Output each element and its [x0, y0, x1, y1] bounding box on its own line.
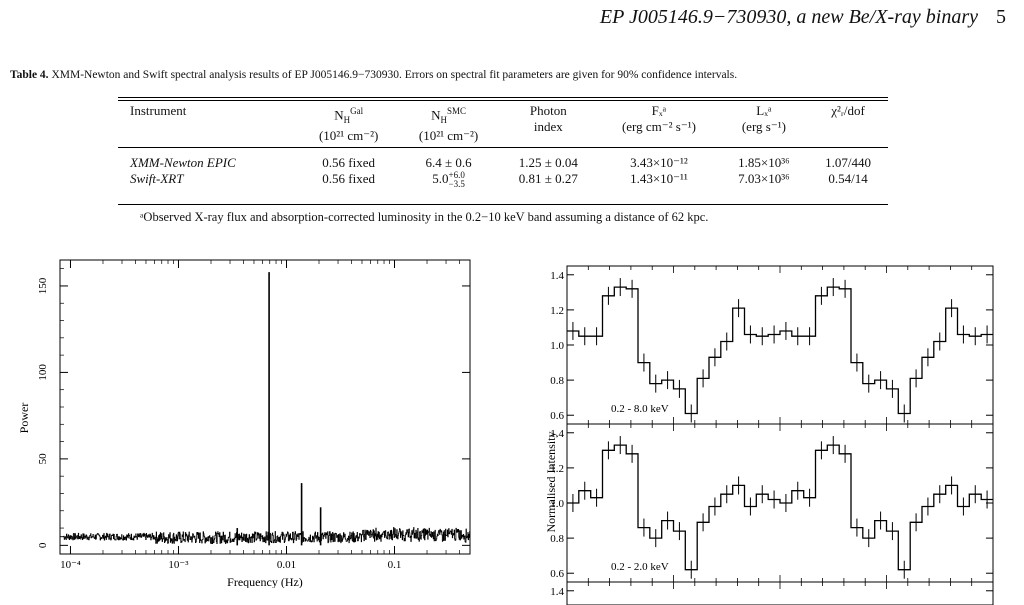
table-header-rule [118, 147, 888, 148]
y-axis-label: Power [17, 403, 31, 434]
caption-label: Table 4. [10, 69, 49, 81]
table-row: Swift-XRT 0.56 fixed 5.0 +6.0 −3.5 0.81 ± … [118, 171, 888, 189]
col-photon-index: Photon index [529, 103, 567, 134]
cell-nh-smc: 5.0 +6.0 −3.5 [432, 170, 465, 190]
cell-photon: 1.25 ± 0.04 [518, 155, 578, 170]
lc-ytick-label: 0.6 [550, 568, 564, 580]
power-spectrum-series [60, 527, 470, 544]
lc-ytick-label: 1.2 [550, 305, 564, 317]
spectral-results-table: Instrument NHGal (10²¹ cm⁻²) NHSMC (10²¹… [118, 103, 888, 189]
table-top-rule-2 [118, 100, 888, 101]
cell-fx: 1.43×10⁻¹¹ [630, 171, 688, 186]
psd-xtick-label: 10⁻³ [168, 559, 189, 571]
cell-instrument: Swift-XRT [130, 171, 184, 186]
cell-lx: 7.03×10³⁶ [738, 171, 790, 186]
table-row: XMM-Newton EPIC 0.56 fixed 6.4 ± 0.6 1.2… [118, 145, 888, 171]
psd-xtick-label: 10⁻⁴ [60, 559, 81, 571]
running-title: EP J005146.9−730930, a new Be/X-ray bina… [599, 6, 978, 28]
psd-ytick-label: 100 [37, 364, 49, 381]
lc-ytick-label: 1.4 [550, 428, 564, 440]
psd-ytick-label: 0 [37, 542, 49, 548]
psd-xtick-label: 0.1 [388, 559, 402, 571]
lc-ytick-label: 1.2 [550, 463, 564, 475]
psd-ytick-label: 50 [37, 453, 49, 465]
cell-nh-gal: 0.56 fixed [322, 171, 375, 186]
cell-nh-gal: 0.56 fixed [322, 155, 375, 170]
lc-ytick-label: 0.8 [550, 533, 564, 545]
col-nh-smc: NHSMC (10²¹ cm⁻²) [418, 106, 479, 143]
col-chi2: χ²ᵣ/dof [831, 103, 865, 118]
caption-text: XMM-Newton and Swift spectral analysis r… [51, 69, 738, 81]
lc-series-0 [567, 286, 993, 415]
col-instrument: Instrument [130, 103, 187, 118]
lc-ytick-label: 1.0 [550, 340, 564, 352]
cell-photon: 0.81 ± 0.27 [518, 171, 578, 186]
cell-instrument: XMM-Newton EPIC [130, 155, 236, 170]
cell-fx: 3.43×10⁻¹² [630, 155, 688, 170]
cell-nh-smc: 6.4 ± 0.6 [425, 155, 472, 170]
col-fx: Fₓᵃ (erg cm⁻² s⁻¹) [621, 103, 696, 134]
table-bottom-rule [118, 204, 888, 205]
psd-ytick-label: 150 [37, 277, 49, 294]
cell-chi2: 1.07/440 [825, 155, 871, 170]
lc-ytick-label: 1.4 [550, 586, 564, 598]
table-top-rule [118, 97, 888, 98]
lc-panel-frame [566, 265, 994, 425]
psd-frame [59, 259, 471, 555]
cell-chi2: 0.54/14 [828, 171, 868, 186]
col-lx: Lₓᵃ (erg s⁻¹) [741, 103, 786, 134]
lc-ytick-label: 1.4 [550, 270, 564, 282]
running-header: EP J005146.9−730930, a new Be/X-ray bina… [600, 6, 1006, 29]
psd-xtick-label: 0.01 [277, 559, 296, 571]
table-caption: Table 4. XMM-Newton and Swift spectral a… [10, 68, 1014, 82]
table-footnote: ᵃObserved X-ray flux and absorption-corr… [140, 210, 709, 224]
lc-ytick-label: 0.6 [550, 410, 564, 422]
cell-lx: 1.85×10³⁶ [738, 155, 790, 170]
lc-band-label: 0.2 - 8.0 keV [611, 403, 669, 415]
lc-ytick-label: 1.0 [550, 498, 564, 510]
x-axis-label: Frequency (Hz) [227, 575, 303, 588]
col-nh-gal: NHGal (10²¹ cm⁻²) [318, 106, 379, 143]
pulse-profile-chart: Normalised Intensity 0.2 - 8.0 keV 0.6 0.8… [545, 265, 994, 605]
y-axis-label: Normalised Intensity [545, 432, 558, 533]
power-spectrum-chart: Power Frequency (Hz) 0 50 100 150 10⁻⁴ 10⁻³ 0.… [17, 259, 471, 588]
lc-series-1 [567, 444, 993, 571]
lc-band-label: 0.2 - 2.0 keV [611, 561, 669, 573]
lc-ytick-label: 0.8 [550, 375, 564, 387]
page-number: 5 [996, 6, 1006, 28]
